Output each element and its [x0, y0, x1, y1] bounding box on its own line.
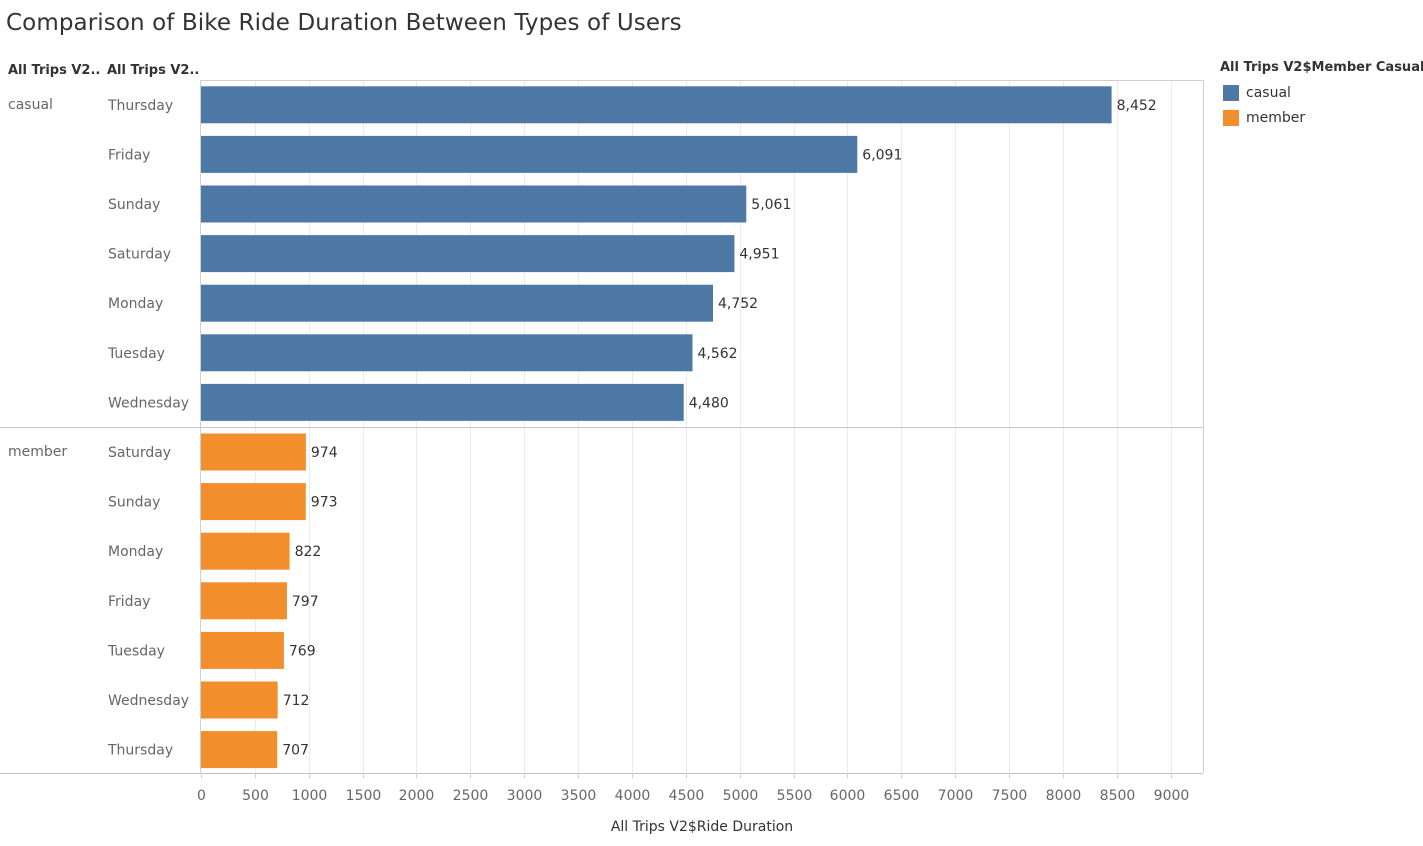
category-label: Monday — [108, 544, 163, 560]
row-header-weekday: All Trips V2.. — [107, 63, 199, 78]
bar-member-friday — [201, 582, 287, 620]
data-label: 6,091 — [862, 147, 902, 163]
data-label: 797 — [292, 594, 319, 610]
data-label: 5,061 — [751, 197, 791, 213]
x-tick-label: 5000 — [723, 788, 759, 804]
x-tick-label: 1500 — [346, 788, 382, 804]
data-label: 974 — [311, 445, 338, 461]
category-label: Saturday — [108, 247, 171, 263]
bar-casual-sunday — [201, 185, 747, 223]
grid-lines — [255, 80, 1172, 773]
bar-casual-wednesday — [201, 383, 684, 421]
legend-swatch-member — [1223, 109, 1239, 126]
legend-label-member: member — [1246, 109, 1306, 126]
chart-title: Comparison of Bike Ride Duration Between… — [6, 10, 682, 36]
x-axis: 0 500 1000 1500 2000 2500 3000 3500 4000 4500 5000… — [197, 773, 1189, 804]
x-tick-label: 9000 — [1154, 788, 1190, 804]
x-tick-label: 500 — [242, 788, 269, 804]
category-label: Saturday — [108, 445, 171, 461]
legend-title: All Trips V2$Member Casual — [1220, 60, 1423, 75]
x-tick-label: 6000 — [830, 788, 866, 804]
category-label: Tuesday — [107, 346, 165, 362]
bar-member-wednesday — [201, 681, 278, 719]
x-tick-label: 1000 — [292, 788, 328, 804]
x-tick-label: 3000 — [507, 788, 543, 804]
category-label: Tuesday — [107, 643, 165, 659]
category-label: Sunday — [108, 495, 160, 511]
x-tick-label: 0 — [197, 788, 206, 804]
x-tick-label: 7500 — [992, 788, 1028, 804]
chart-frame — [0, 80, 1204, 774]
data-label: 4,480 — [689, 395, 729, 411]
x-tick-label: 4500 — [669, 788, 705, 804]
x-tick-label: 5500 — [777, 788, 813, 804]
data-labels: casual Thursday 8,452 Friday 6,091 Sunday 5,06… — [8, 97, 1157, 759]
category-label: Friday — [108, 147, 150, 163]
bar-member-tuesday — [201, 631, 284, 669]
data-label: 769 — [289, 643, 316, 659]
bar-casual-tuesday — [201, 334, 693, 372]
legend-swatch-casual — [1223, 84, 1239, 101]
x-tick-label: 2500 — [453, 788, 489, 804]
group-label-member: member — [8, 444, 67, 460]
category-label: Thursday — [107, 98, 173, 114]
group-label-casual: casual — [8, 97, 53, 113]
bar-member-sunday — [201, 483, 306, 521]
x-tick-label: 8000 — [1046, 788, 1082, 804]
category-label: Wednesday — [108, 693, 189, 709]
data-label: 822 — [295, 544, 322, 560]
category-label: Wednesday — [108, 395, 189, 411]
legend-item-casual[interactable]: casual — [1220, 80, 1423, 105]
category-label: Thursday — [107, 743, 173, 759]
bar-casual-thursday — [201, 86, 1112, 124]
data-label: 4,562 — [698, 346, 738, 362]
x-tick-label: 4000 — [615, 788, 651, 804]
legend-label-casual: casual — [1246, 84, 1291, 101]
category-label: Friday — [108, 594, 150, 610]
data-label: 4,752 — [718, 296, 758, 312]
category-label: Sunday — [108, 197, 160, 213]
bar-member-thursday — [201, 731, 278, 769]
row-header-member-casual: All Trips V2.. — [8, 63, 100, 78]
bar-member-saturday — [201, 433, 306, 471]
data-label: 712 — [283, 693, 310, 709]
bar-casual-monday — [201, 284, 713, 322]
bar-member-monday — [201, 532, 290, 570]
data-label: 4,951 — [739, 247, 779, 263]
data-label: 707 — [282, 743, 309, 759]
x-tick-label: 2000 — [399, 788, 435, 804]
bar-casual-friday — [201, 135, 858, 173]
x-tick-label: 6500 — [884, 788, 920, 804]
x-tick-label: 7000 — [938, 788, 974, 804]
x-axis-title: All Trips V2$Ride Duration — [611, 819, 793, 835]
x-tick-label: 3500 — [561, 788, 597, 804]
data-label: 8,452 — [1117, 98, 1157, 114]
x-tick-label: 8500 — [1100, 788, 1136, 804]
legend-item-member[interactable]: member — [1220, 105, 1423, 130]
category-label: Monday — [108, 296, 163, 312]
data-label: 973 — [311, 495, 338, 511]
bar-casual-saturday — [201, 235, 735, 273]
legend: All Trips V2$Member Casual casual member — [1220, 60, 1423, 130]
bars — [201, 86, 1112, 769]
